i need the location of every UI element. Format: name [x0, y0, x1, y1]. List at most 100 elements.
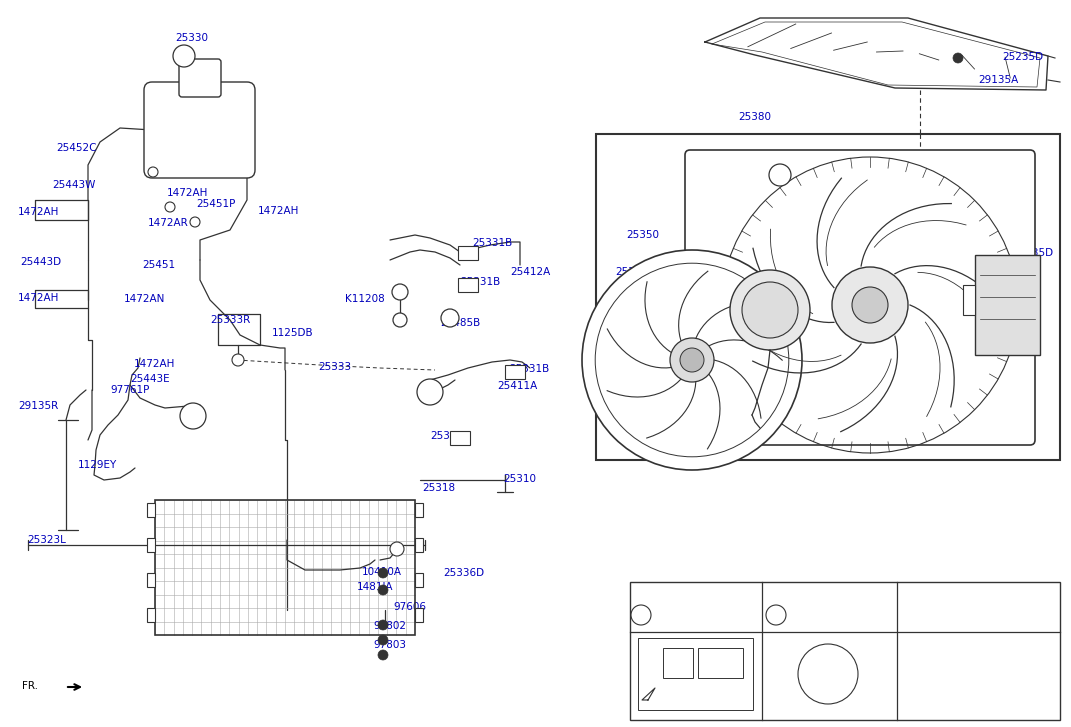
Bar [506, 365, 525, 379]
Text: 1472AH: 1472AH [258, 206, 300, 216]
Bar [414, 608, 423, 622]
Text: ○: ○ [940, 665, 957, 685]
Text: 97606: 97606 [393, 602, 426, 612]
Text: K11208: K11208 [345, 294, 384, 304]
Bar [414, 573, 423, 587]
Text: FR.: FR. [22, 681, 37, 691]
Text: 25328C: 25328C [791, 610, 832, 620]
Circle shape [390, 542, 404, 556]
Text: 25323L: 25323L [27, 535, 66, 545]
Text: 25235D: 25235D [1012, 248, 1053, 258]
Bar [147, 503, 155, 517]
Circle shape [378, 620, 388, 630]
Circle shape [190, 217, 200, 227]
Circle shape [769, 164, 791, 186]
Circle shape [232, 354, 244, 366]
Text: 1472AR: 1472AR [148, 218, 188, 228]
Text: a: a [637, 611, 643, 619]
Circle shape [174, 45, 195, 67]
Text: 1472AT: 1472AT [912, 610, 951, 620]
Text: 25333R: 25333R [210, 315, 251, 325]
Circle shape [680, 348, 704, 372]
Bar [698, 648, 743, 678]
Text: 1472AH: 1472AH [167, 188, 209, 198]
Circle shape [378, 585, 388, 595]
Text: 29135A: 29135A [978, 75, 1019, 85]
Text: 25310: 25310 [503, 474, 536, 484]
Bar [963, 285, 975, 315]
Circle shape [582, 250, 802, 470]
Text: 25443D: 25443D [20, 257, 61, 267]
Text: 25235D: 25235D [1002, 52, 1043, 62]
Text: 25485B: 25485B [440, 318, 480, 328]
Bar [450, 431, 470, 445]
Circle shape [766, 605, 786, 625]
Text: 1481JA: 1481JA [357, 582, 393, 592]
Text: 25451: 25451 [142, 260, 176, 270]
Circle shape [165, 202, 175, 212]
Text: A: A [426, 387, 433, 397]
Bar [630, 582, 1060, 720]
Text: 25395: 25395 [937, 188, 970, 198]
Text: 1129EY: 1129EY [78, 460, 117, 470]
FancyBboxPatch shape [144, 82, 255, 178]
Text: 10410A: 10410A [362, 567, 402, 577]
Text: b: b [180, 52, 185, 60]
Circle shape [853, 287, 888, 323]
Text: 97761P: 97761P [110, 385, 149, 395]
Text: 22412A: 22412A [657, 610, 697, 620]
Bar [414, 538, 423, 552]
Text: 25331B: 25331B [429, 431, 470, 441]
Bar [458, 278, 478, 292]
Text: 25452C: 25452C [56, 143, 96, 153]
Text: 1472AH: 1472AH [18, 207, 59, 217]
Bar [414, 503, 423, 517]
Circle shape [417, 379, 443, 405]
Bar [638, 638, 753, 710]
Text: 25443W: 25443W [52, 180, 95, 190]
Text: △: △ [644, 689, 652, 699]
Text: 25333: 25333 [318, 362, 351, 372]
Bar [458, 246, 478, 260]
Text: 25331B: 25331B [472, 238, 512, 248]
Text: 97803: 97803 [373, 640, 406, 650]
Text: 25412A: 25412A [510, 267, 550, 277]
Text: 1472AH: 1472AH [18, 293, 59, 303]
Bar [155, 500, 414, 635]
Text: 25336D: 25336D [443, 568, 484, 578]
Text: a: a [776, 171, 782, 180]
Circle shape [392, 284, 408, 300]
Text: A: A [188, 411, 196, 421]
Text: 25393: 25393 [610, 383, 644, 393]
FancyBboxPatch shape [685, 150, 1035, 445]
Bar [147, 573, 155, 587]
Text: 25431: 25431 [207, 137, 240, 147]
Text: 25237: 25237 [644, 402, 677, 412]
Circle shape [742, 282, 798, 338]
Circle shape [378, 650, 388, 660]
Text: 25386: 25386 [698, 273, 731, 283]
Text: 29135R: 29135R [18, 401, 58, 411]
Circle shape [180, 403, 206, 429]
Circle shape [670, 338, 714, 382]
Circle shape [393, 313, 407, 327]
Text: 25443E: 25443E [130, 374, 169, 384]
Bar [663, 648, 693, 678]
Text: 25331B: 25331B [509, 364, 549, 374]
Circle shape [730, 270, 810, 350]
Circle shape [378, 568, 388, 578]
Circle shape [798, 644, 858, 704]
Text: 1472AN: 1472AN [124, 294, 165, 304]
Circle shape [631, 605, 651, 625]
Circle shape [148, 167, 159, 177]
Bar [595, 134, 1060, 460]
Circle shape [832, 267, 908, 343]
Circle shape [441, 309, 459, 327]
Text: 97802: 97802 [373, 621, 406, 631]
Bar [975, 255, 1040, 355]
Text: 25318: 25318 [422, 483, 455, 493]
Text: 25385F: 25385F [1000, 291, 1039, 301]
Circle shape [953, 53, 963, 63]
Text: 25411A: 25411A [497, 381, 538, 391]
Text: 25451P: 25451P [196, 199, 236, 209]
